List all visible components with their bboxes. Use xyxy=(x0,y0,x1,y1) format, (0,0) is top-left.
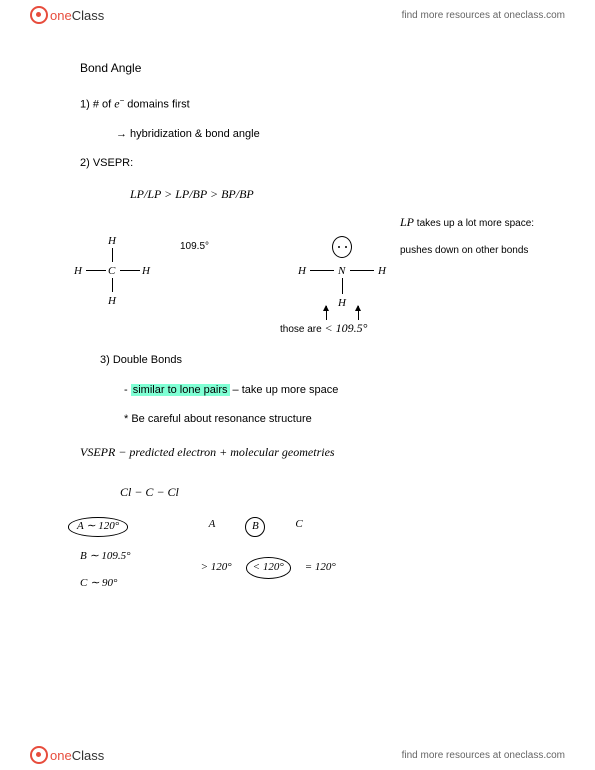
bond-line xyxy=(310,270,334,271)
vsepr-predicted: VSEPR − predicted electron + molecular g… xyxy=(80,444,545,461)
find-more-link-bottom[interactable]: find more resources at oneclass.com xyxy=(402,750,565,761)
example-block: Cl − C − Cl A ∼ 120° B ∼ 109.5° C ∼ 90° … xyxy=(80,484,545,614)
angle-label-109: 109.5° xyxy=(180,240,209,254)
val-eq120: = 120° xyxy=(305,560,336,575)
bond-line xyxy=(86,270,106,271)
val-lt120-circled: < 120° xyxy=(246,557,291,578)
cl-c-cl: Cl − C − Cl xyxy=(120,484,545,501)
those-angle-note: those are < 109.5° xyxy=(280,320,367,337)
step3-rest: – take up more space xyxy=(230,384,339,396)
h-atom: H xyxy=(74,264,82,279)
lone-pair-icon xyxy=(332,236,352,258)
arrow-up-icon xyxy=(326,306,327,320)
pushes-note: pushes down on other bonds xyxy=(400,244,528,258)
results-right: A B C > 120° < 120° = 120° xyxy=(201,517,336,578)
step3-highlight: similar to lone pairs xyxy=(131,384,230,396)
label-a: A xyxy=(209,517,216,537)
label-c: C xyxy=(295,517,302,537)
step1-suffix: domains first xyxy=(124,98,189,110)
a-angle-oval: A ∼ 120° xyxy=(68,517,128,536)
h-atom: H xyxy=(108,294,116,309)
bond-line xyxy=(342,278,343,294)
bond-line xyxy=(350,270,374,271)
logo-icon xyxy=(30,746,48,764)
step1-prefix: 1) # of xyxy=(80,98,114,110)
logo: oneClass xyxy=(30,6,104,24)
bond-line xyxy=(120,270,140,271)
step3-dash: - xyxy=(124,384,131,396)
logo-one: one xyxy=(50,748,72,763)
results-row: A ∼ 120° B ∼ 109.5° C ∼ 90° A B C > 120°… xyxy=(80,517,545,603)
step-3: 3) Double Bonds xyxy=(100,353,545,368)
find-more-link-top[interactable]: find more resources at oneclass.com xyxy=(402,10,565,21)
abc-labels: A B C xyxy=(209,517,336,537)
h-atom: H xyxy=(378,264,386,279)
logo-text: oneClass xyxy=(50,748,104,763)
those-val: < 109.5° xyxy=(324,321,367,335)
logo-icon xyxy=(30,6,48,24)
c-angle: C ∼ 90° xyxy=(80,576,131,591)
arrow-up-icon xyxy=(358,306,359,320)
step3-detail: - similar to lone pairs – take up more s… xyxy=(124,383,545,398)
step1-sub: → hybridization & bond angle xyxy=(116,127,545,142)
b-angle: B ∼ 109.5° xyxy=(80,549,131,564)
step-1: 1) # of e− domains first xyxy=(80,95,545,113)
lp-note-text: takes up a lot more space: xyxy=(414,218,534,229)
h-atom: H xyxy=(142,264,150,279)
lp-var: LP xyxy=(400,215,414,229)
logo-text: oneClass xyxy=(50,8,104,23)
page-title: Bond Angle xyxy=(80,60,545,77)
bond-line xyxy=(112,248,113,262)
logo-one: one xyxy=(50,8,72,23)
step3-warning: * Be careful about resonance structure xyxy=(124,412,545,427)
bond-line xyxy=(112,278,113,292)
lp-space-note: LP takes up a lot more space: xyxy=(400,214,534,231)
ammonia-structure: N H H H xyxy=(290,232,400,322)
page-header: oneClass find more resources at oneclass… xyxy=(0,0,595,30)
those-prefix: those are xyxy=(280,324,324,335)
label-b-circled: B xyxy=(245,517,265,537)
h-atom: H xyxy=(298,264,306,279)
vsepr-formula: LP/LP > LP/BP > BP/BP xyxy=(130,186,545,203)
value-row: > 120° < 120° = 120° xyxy=(201,557,336,578)
methane-structure: C H H H H xyxy=(70,232,160,312)
val-gt120: > 120° xyxy=(201,560,232,575)
logo-class: Class xyxy=(72,748,105,763)
h-atom: H xyxy=(338,296,346,311)
molecule-diagrams: LP takes up a lot more space: pushes dow… xyxy=(80,220,545,335)
step-2: 2) VSEPR: xyxy=(80,156,545,171)
logo-class: Class xyxy=(72,8,105,23)
logo-footer: oneClass xyxy=(30,746,104,764)
notes-content: Bond Angle 1) # of e− domains first → hy… xyxy=(80,60,545,614)
results-left: A ∼ 120° B ∼ 109.5° C ∼ 90° xyxy=(80,517,131,603)
page-footer: oneClass find more resources at oneclass… xyxy=(0,740,595,770)
